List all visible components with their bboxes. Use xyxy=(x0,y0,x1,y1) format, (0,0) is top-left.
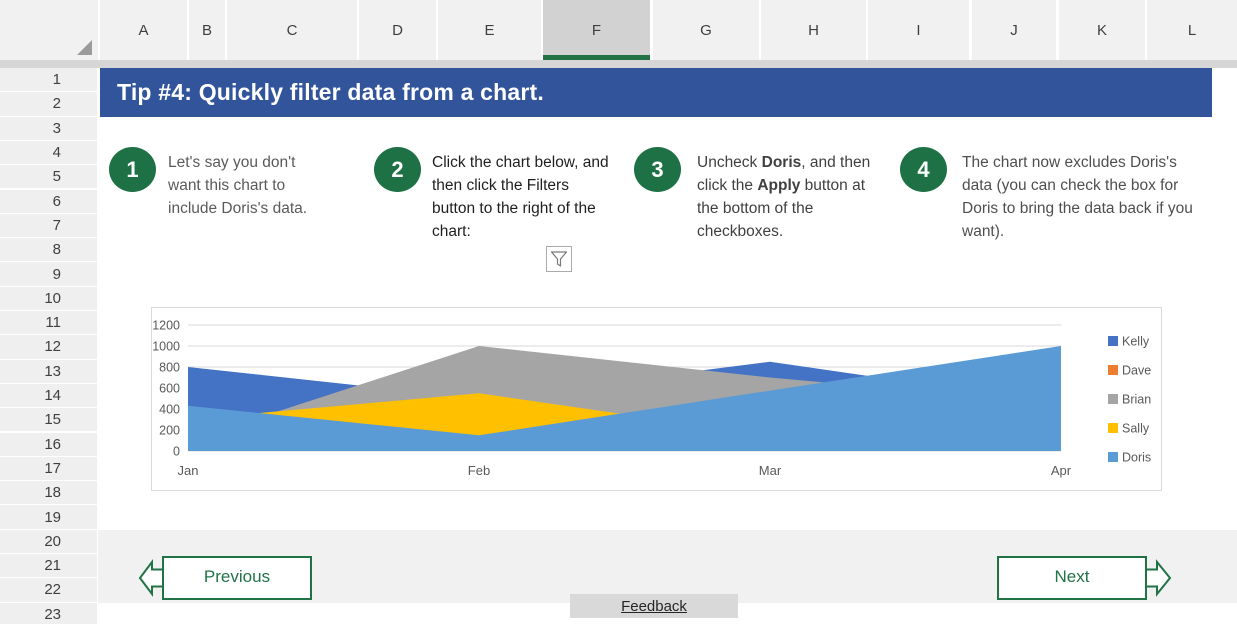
column-header-D[interactable]: D xyxy=(359,0,436,60)
column-header-C[interactable]: C xyxy=(227,0,357,60)
y-tick-1200: 1200 xyxy=(152,319,180,333)
row-header-23[interactable]: 23 xyxy=(0,602,97,624)
y-tick-400: 400 xyxy=(159,403,180,417)
legend-swatch-dave xyxy=(1108,365,1118,375)
x-tick-Feb: Feb xyxy=(468,463,490,478)
feedback-button[interactable]: Feedback xyxy=(570,594,738,618)
column-header-I[interactable]: I xyxy=(868,0,969,60)
filter-button-illustration xyxy=(546,246,572,272)
select-all-cell[interactable] xyxy=(0,0,98,60)
next-button-label: Next xyxy=(1054,567,1090,586)
row-header-5[interactable]: 5 xyxy=(0,165,97,189)
row-header-10[interactable]: 10 xyxy=(0,286,97,310)
row-header-7[interactable]: 7 xyxy=(0,213,97,238)
row-header-9[interactable]: 9 xyxy=(0,262,97,286)
column-header-L[interactable]: L xyxy=(1147,0,1237,60)
row-header-1[interactable]: 1 xyxy=(0,68,97,92)
x-tick-Apr: Apr xyxy=(1051,463,1072,478)
column-header-B[interactable]: B xyxy=(189,0,225,60)
column-header-H[interactable]: H xyxy=(761,0,866,60)
row-header-15[interactable]: 15 xyxy=(0,408,97,432)
funnel-icon xyxy=(550,251,568,267)
y-tick-0: 0 xyxy=(173,445,180,459)
step-3-text: Uncheck Doris, and then click the Apply … xyxy=(697,154,871,240)
step-3-badge: 3 xyxy=(634,147,681,192)
area-chart[interactable]: 0 200 400 600 800 1000 1200 Jan Feb Mar Apr Kelly Da… xyxy=(151,307,1162,491)
legend-label-sally[interactable]: Sally xyxy=(1122,422,1150,436)
area-series-doris xyxy=(188,346,1061,451)
step-1-badge: 1 xyxy=(109,147,156,192)
row-header-18[interactable]: 18 xyxy=(0,481,97,505)
column-header-G[interactable]: G xyxy=(653,0,759,60)
chart-canvas: 0 200 400 600 800 1000 1200 Jan Feb Mar Apr Kelly Da… xyxy=(152,319,1151,479)
column-header-A[interactable]: A xyxy=(100,0,187,60)
legend-swatch-doris xyxy=(1108,452,1118,462)
feedback-label: Feedback xyxy=(621,597,687,615)
step-4-badge: 4 xyxy=(900,147,947,192)
column-header-J[interactable]: J xyxy=(972,0,1056,60)
y-tick-1000: 1000 xyxy=(152,340,180,354)
row-header-3[interactable]: 3 xyxy=(0,116,97,140)
select-all-triangle-icon xyxy=(77,40,92,55)
y-tick-600: 600 xyxy=(159,382,180,396)
y-tick-200: 200 xyxy=(159,424,180,438)
tip-title: Tip #4: Quickly filter data from a chart… xyxy=(117,79,545,105)
next-button[interactable]: Next xyxy=(998,556,1146,598)
step-2-text: Click the chart below, and then click th… xyxy=(432,154,609,240)
legend-swatch-sally xyxy=(1108,423,1118,433)
row-header-19[interactable]: 19 xyxy=(0,505,97,529)
row-header-17[interactable]: 17 xyxy=(0,456,97,481)
row-header-2[interactable]: 2 xyxy=(0,92,97,116)
previous-button-shape xyxy=(138,556,312,600)
row-header-11[interactable]: 11 xyxy=(0,311,97,335)
column-header-K[interactable]: K xyxy=(1059,0,1145,60)
step-3-bold-term: Apply xyxy=(757,177,801,194)
column-header-E[interactable]: E xyxy=(438,0,541,60)
x-tick-Jan: Jan xyxy=(178,463,199,478)
row-header-4[interactable]: 4 xyxy=(0,140,97,165)
legend-label-kelly[interactable]: Kelly xyxy=(1122,335,1150,349)
step-2-badge: 2 xyxy=(374,147,421,192)
tip-banner: Tip #4: Quickly filter data from a chart… xyxy=(100,68,1212,117)
y-tick-800: 800 xyxy=(159,361,180,375)
row-header-6[interactable]: 6 xyxy=(0,189,97,213)
next-button-shape xyxy=(997,556,1172,600)
x-tick-Mar: Mar xyxy=(759,463,782,478)
row-header-13[interactable]: 13 xyxy=(0,359,97,383)
selected-column-underline xyxy=(543,55,650,60)
legend-swatch-brian xyxy=(1108,394,1118,404)
row-header-21[interactable]: 21 xyxy=(0,554,97,578)
previous-button-label: Previous xyxy=(203,567,271,586)
row-header-8[interactable]: 8 xyxy=(0,238,97,262)
right-block-arrow-icon xyxy=(1142,559,1172,597)
row-header-16[interactable]: 16 xyxy=(0,432,97,456)
legend-label-dave[interactable]: Dave xyxy=(1122,364,1151,378)
step-1-text: Let's say you don't want this chart to i… xyxy=(168,154,308,217)
header-divider xyxy=(0,60,1237,68)
legend-swatch-kelly xyxy=(1108,336,1118,346)
step-4-text: The chart now excludes Doris's data (you… xyxy=(962,154,1193,240)
legend-label-brian[interactable]: Brian xyxy=(1122,393,1151,407)
legend-label-doris[interactable]: Doris xyxy=(1122,451,1151,465)
row-header-22[interactable]: 22 xyxy=(0,578,97,602)
row-header-14[interactable]: 14 xyxy=(0,383,97,408)
row-header-20[interactable]: 20 xyxy=(0,529,97,553)
column-header-F[interactable]: F xyxy=(543,0,650,60)
step-3-bold-term: Doris xyxy=(761,154,802,171)
row-header-12[interactable]: 12 xyxy=(0,335,97,359)
previous-button[interactable]: Previous xyxy=(163,556,311,598)
